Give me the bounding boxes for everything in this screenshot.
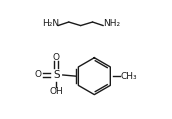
Text: CH₃: CH₃ — [121, 72, 137, 81]
Text: H₂N: H₂N — [42, 19, 59, 28]
Text: O: O — [53, 53, 60, 62]
Text: OH: OH — [49, 87, 63, 96]
Text: NH₂: NH₂ — [104, 19, 121, 28]
Text: O: O — [34, 70, 41, 79]
Text: S: S — [53, 70, 60, 80]
